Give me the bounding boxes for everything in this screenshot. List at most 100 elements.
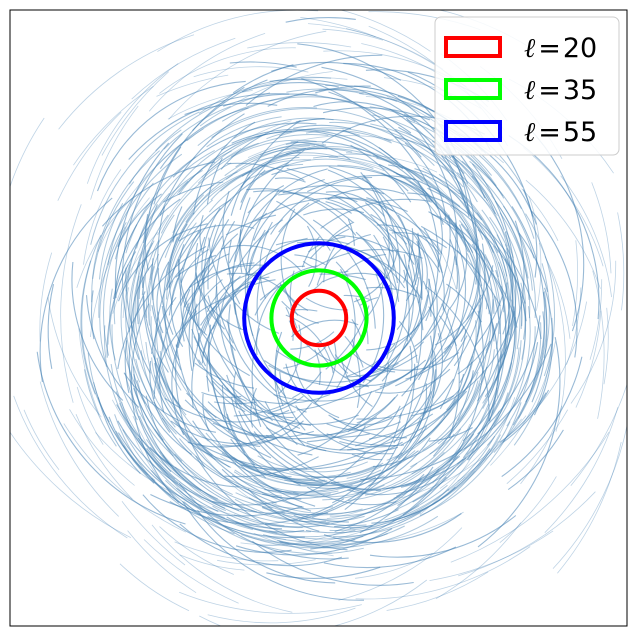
- arc-segment: [197, 139, 317, 184]
- arc-segment: [456, 172, 514, 259]
- arc-segment: [253, 533, 333, 554]
- arc-segment: [159, 350, 209, 442]
- arc-segment: [435, 522, 522, 600]
- arc-segment: [453, 222, 483, 338]
- arc-segment: [491, 299, 516, 414]
- arc-segment: [488, 285, 507, 398]
- arc-segment: [161, 305, 180, 361]
- arc-segment: [432, 213, 494, 273]
- arc-segment: [113, 224, 138, 325]
- arc-segment: [211, 108, 376, 139]
- arc-segment: [342, 129, 399, 164]
- arc-segment: [536, 301, 587, 409]
- arc-segment: [397, 335, 434, 460]
- arc-segment: [194, 362, 255, 389]
- arc-segment: [312, 219, 376, 329]
- arc-segment: [150, 494, 303, 517]
- arc-segment: [264, 473, 425, 528]
- arc-segment: [432, 370, 474, 457]
- arc-segment: [383, 138, 464, 188]
- arc-segment: [271, 395, 304, 413]
- arc-segment: [338, 527, 463, 601]
- arc-segment: [303, 208, 365, 216]
- arc-segment: [316, 249, 423, 268]
- arc-segment: [364, 428, 462, 496]
- arc-segment: [207, 515, 388, 549]
- arc-segment: [233, 371, 238, 409]
- arc-segment: [259, 143, 325, 156]
- arc-segment: [262, 534, 364, 543]
- arc-segment: [156, 74, 229, 97]
- arc-segment: [499, 476, 557, 544]
- arc-segment: [531, 292, 548, 403]
- arc-segment: [409, 181, 463, 239]
- arc-segment: [416, 356, 474, 445]
- arc-segment: [145, 253, 160, 318]
- arc-segment: [346, 152, 432, 189]
- arc-segment: [252, 540, 414, 586]
- arc-segment: [301, 236, 320, 268]
- arc-segment: [23, 409, 60, 470]
- arc-segment: [57, 111, 122, 201]
- arc-segment: [372, 155, 469, 230]
- arc-segment: [337, 164, 440, 218]
- arc-segment: [249, 77, 348, 90]
- arc-segment: [121, 401, 184, 506]
- arc-segment: [329, 489, 450, 532]
- arc-segment: [119, 402, 179, 484]
- arc-segment: [151, 470, 289, 544]
- arc-segment: [560, 175, 612, 298]
- arc-segment: [499, 392, 547, 443]
- arc-segment: [234, 469, 353, 493]
- arc-segment: [240, 530, 377, 545]
- arc-segment: [410, 256, 423, 336]
- arc-segment: [156, 261, 170, 334]
- arc-segment: [153, 146, 182, 205]
- arc-segment: [374, 352, 460, 371]
- arc-segment: [107, 264, 129, 345]
- arc-segment: [271, 61, 402, 81]
- arc-segment: [501, 356, 583, 478]
- arc-segment: [449, 189, 505, 313]
- arc-segment: [295, 405, 394, 455]
- arc-segment: [248, 230, 270, 273]
- arc-segment: [73, 85, 154, 166]
- arc-segment: [240, 505, 420, 546]
- arc-segment: [458, 189, 511, 301]
- arc-segment: [393, 447, 461, 499]
- arc-segment: [363, 174, 401, 316]
- arc-segment: [469, 160, 535, 259]
- arc-segment: [230, 438, 328, 485]
- arc-segment: [265, 427, 327, 452]
- arc-segment: [322, 484, 385, 501]
- arc-segment: [504, 244, 523, 327]
- arc-segment: [284, 479, 340, 485]
- arc-segment: [142, 276, 182, 407]
- arc-segment: [443, 361, 473, 417]
- arc-segment: [212, 265, 305, 330]
- arc-segment: [480, 249, 500, 350]
- arc-segment: [127, 192, 170, 281]
- arc-segment: [256, 284, 282, 356]
- arc-segment: [240, 151, 301, 188]
- arc-segment: [351, 453, 383, 461]
- arc-segment: [270, 176, 373, 235]
- arc-segment: [422, 167, 484, 240]
- arc-segment: [91, 150, 161, 303]
- arc-segment: [454, 256, 459, 290]
- arc-segment: [157, 147, 242, 236]
- arc-segment: [175, 420, 232, 469]
- arc-segment: [156, 357, 304, 508]
- arc-segment: [231, 474, 331, 496]
- arc-segment: [246, 188, 357, 236]
- arc-segment: [123, 372, 216, 433]
- arc-segment: [234, 498, 365, 523]
- arc-segment: [165, 222, 197, 300]
- arc-segment: [116, 404, 172, 467]
- arc-segment: [507, 429, 564, 491]
- arc-segment: [306, 225, 317, 287]
- arc-segment: [459, 192, 481, 342]
- arc-segment: [117, 193, 162, 248]
- arc-segment: [329, 456, 459, 517]
